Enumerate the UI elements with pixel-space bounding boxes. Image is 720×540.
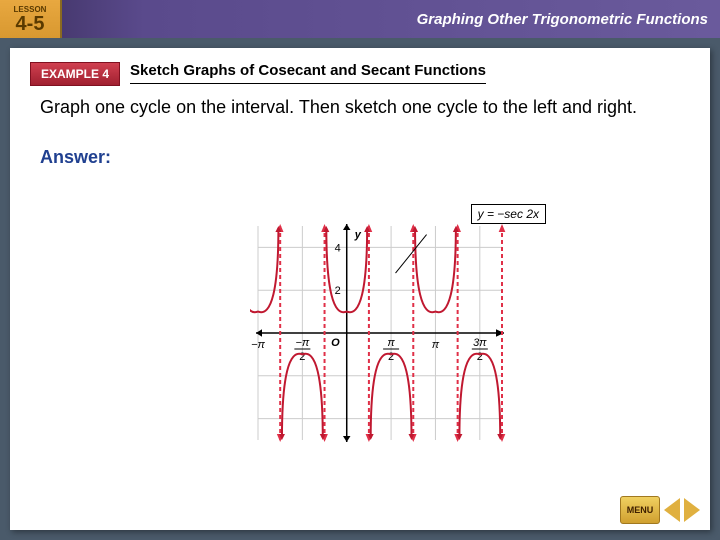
graph: y = −sec 2x 24Oy−π−π2π2π3π2: [250, 218, 510, 448]
svg-text:y: y: [354, 229, 362, 241]
example-row: EXAMPLE 4 Sketch Graphs of Cosecant and …: [30, 62, 690, 86]
equation-text: y = −sec 2x: [478, 207, 539, 221]
example-badge: EXAMPLE 4: [30, 62, 120, 86]
menu-button[interactable]: MENU: [620, 496, 660, 524]
svg-text:−π: −π: [251, 339, 265, 351]
graph-svg: 2 4 Oy −π −π 2 π 2 π 3π 2: [250, 218, 510, 448]
svg-text:2: 2: [388, 351, 394, 363]
svg-text:3π: 3π: [473, 337, 487, 349]
svg-text:4: 4: [335, 242, 341, 254]
body-text: Graph one cycle on the interval. Then sk…: [30, 96, 690, 119]
next-button[interactable]: [684, 498, 700, 522]
equation-callout: y = −sec 2x: [471, 204, 546, 224]
header-title: Graphing Other Trigonometric Functions: [417, 11, 720, 28]
nav-area: MENU: [620, 496, 700, 524]
svg-text:2: 2: [477, 351, 483, 363]
prev-button[interactable]: [664, 498, 680, 522]
svg-text:2: 2: [299, 351, 305, 363]
svg-text:O: O: [331, 337, 340, 349]
svg-text:2: 2: [335, 285, 341, 297]
answer-label: Answer:: [30, 147, 690, 168]
svg-text:π: π: [432, 339, 440, 351]
page: EXAMPLE 4 Sketch Graphs of Cosecant and …: [10, 48, 710, 530]
svg-text:π: π: [387, 337, 395, 349]
lesson-badge: LESSON 4-5: [0, 0, 62, 38]
lesson-number: 4-5: [16, 14, 45, 34]
svg-text:−π: −π: [295, 337, 309, 349]
header-bar: LESSON 4-5 Graphing Other Trigonometric …: [0, 0, 720, 38]
example-title: Sketch Graphs of Cosecant and Secant Fun…: [130, 62, 486, 84]
